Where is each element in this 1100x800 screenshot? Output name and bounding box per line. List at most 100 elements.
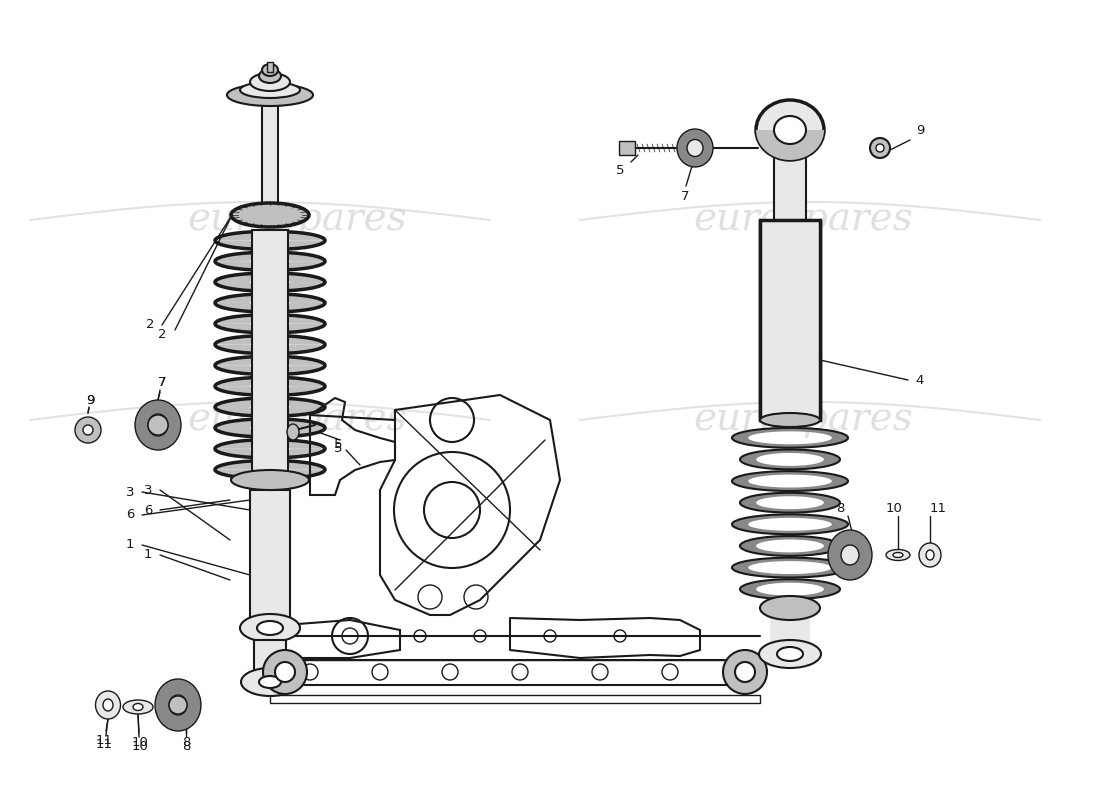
Polygon shape [214,418,324,428]
Polygon shape [214,377,324,386]
Ellipse shape [133,703,143,710]
Polygon shape [790,450,840,470]
Polygon shape [214,356,324,366]
Polygon shape [732,428,790,448]
Text: 2: 2 [157,327,166,341]
Polygon shape [214,294,324,303]
Ellipse shape [231,203,309,227]
Text: 7: 7 [681,190,690,202]
Ellipse shape [759,640,821,668]
Text: eurospares: eurospares [187,402,407,438]
Polygon shape [790,471,848,491]
Ellipse shape [926,550,934,560]
Polygon shape [214,273,324,282]
Text: 5: 5 [333,438,342,451]
Polygon shape [214,231,324,241]
Ellipse shape [842,545,859,565]
Polygon shape [790,493,840,513]
Polygon shape [790,536,840,556]
Polygon shape [732,471,790,491]
Polygon shape [214,470,324,478]
Ellipse shape [886,550,910,561]
Polygon shape [214,398,324,407]
Polygon shape [214,440,324,449]
Bar [774,155,806,220]
Polygon shape [214,428,324,437]
Ellipse shape [777,647,803,661]
Text: eurospares: eurospares [187,202,407,238]
Polygon shape [214,314,324,324]
Ellipse shape [103,699,113,711]
Bar [270,695,760,703]
Polygon shape [214,262,324,270]
Ellipse shape [828,530,872,580]
Polygon shape [790,558,848,578]
Bar [254,640,286,680]
Text: 9: 9 [916,123,924,137]
Ellipse shape [240,82,300,98]
Polygon shape [756,130,824,160]
Ellipse shape [893,553,903,558]
Polygon shape [214,407,324,416]
Bar [250,490,290,620]
Text: 10: 10 [132,735,148,749]
Ellipse shape [250,73,290,91]
Ellipse shape [169,695,187,715]
Circle shape [735,662,755,682]
Ellipse shape [148,414,168,436]
Text: 5: 5 [616,163,625,177]
Ellipse shape [774,116,806,144]
Text: 9: 9 [86,394,95,406]
Text: 6: 6 [144,503,152,517]
Bar [262,100,278,220]
Polygon shape [214,449,324,458]
Polygon shape [214,335,324,345]
Ellipse shape [135,400,182,450]
Polygon shape [790,428,848,448]
Bar [770,612,810,652]
Ellipse shape [876,144,884,152]
Text: 9: 9 [86,394,95,406]
Ellipse shape [231,470,309,490]
Circle shape [169,696,187,714]
Ellipse shape [676,129,713,167]
Polygon shape [214,241,324,250]
Text: 11: 11 [96,734,112,746]
Ellipse shape [760,596,820,620]
Polygon shape [740,493,790,513]
Bar [250,620,290,638]
Text: 3: 3 [144,483,152,497]
Text: 11: 11 [96,738,112,751]
Circle shape [75,417,101,443]
Bar [760,220,772,420]
Polygon shape [214,324,324,333]
Ellipse shape [262,64,278,76]
Ellipse shape [287,424,299,440]
Text: eurospares: eurospares [693,402,913,438]
Text: 2: 2 [145,318,154,331]
Polygon shape [790,579,840,599]
Text: 11: 11 [930,502,946,514]
Text: 5: 5 [333,442,342,454]
Text: 6: 6 [125,509,134,522]
Polygon shape [740,450,790,470]
Polygon shape [214,282,324,291]
Text: 8: 8 [182,741,190,754]
Ellipse shape [227,84,314,106]
Bar [270,660,760,685]
Circle shape [263,650,307,694]
Text: 1: 1 [144,549,152,562]
Ellipse shape [123,700,153,714]
Bar [619,141,635,155]
Polygon shape [214,461,324,470]
Polygon shape [732,514,790,534]
Text: 7: 7 [157,377,166,390]
Text: 3: 3 [125,486,134,498]
Ellipse shape [241,668,299,696]
Ellipse shape [257,621,283,635]
Bar [267,62,273,72]
Polygon shape [790,514,848,534]
Ellipse shape [96,691,121,719]
Bar [808,220,820,420]
Text: eurospares: eurospares [693,202,913,238]
